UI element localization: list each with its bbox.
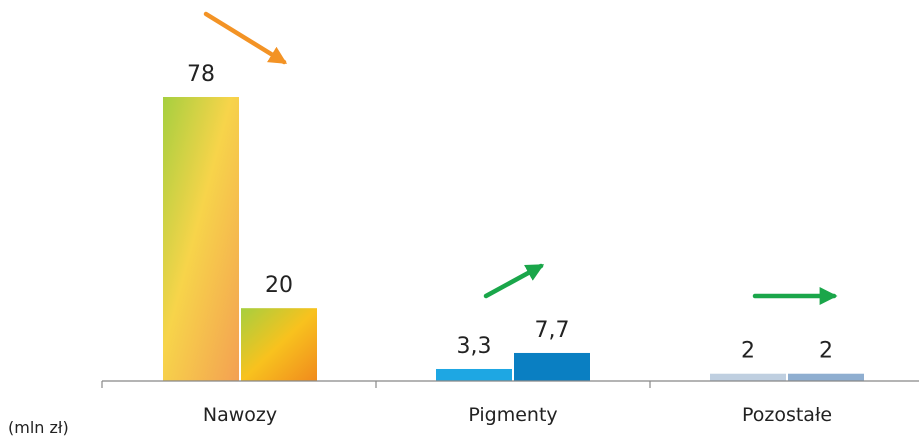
trend-arrows-group	[203, 11, 838, 305]
unit-label: (mln zł)	[8, 418, 69, 437]
category-label-nawozy: Nawozy	[203, 404, 277, 426]
category-label-pozostale: Pozostałe	[742, 404, 832, 426]
bar-pigmenty-1	[436, 368, 512, 381]
bars-group	[163, 97, 864, 381]
trend-arrow-pigmenty-up	[483, 263, 545, 299]
value-label-nawozy-2: 20	[265, 273, 293, 298]
value-label-pigmenty-2: 7,7	[535, 318, 570, 343]
value-label-pozostale-1: 2	[741, 339, 755, 364]
category-label-pigmenty: Pigmenty	[468, 404, 557, 426]
value-label-pigmenty-1: 3,3	[457, 334, 492, 359]
bar-pozostale-2	[788, 373, 864, 381]
value-labels-group: 78 20 3,3 7,7 2 2	[187, 62, 833, 364]
value-label-pozostale-2: 2	[819, 339, 833, 364]
bar-pozostale-1	[710, 373, 786, 381]
value-label-nawozy-1: 78	[187, 62, 215, 87]
trend-arrow-nawozy-down	[203, 11, 288, 65]
bar-nawozy-2	[241, 308, 317, 381]
bar-pigmenty-2	[514, 352, 590, 381]
bar-nawozy-1	[163, 97, 239, 381]
